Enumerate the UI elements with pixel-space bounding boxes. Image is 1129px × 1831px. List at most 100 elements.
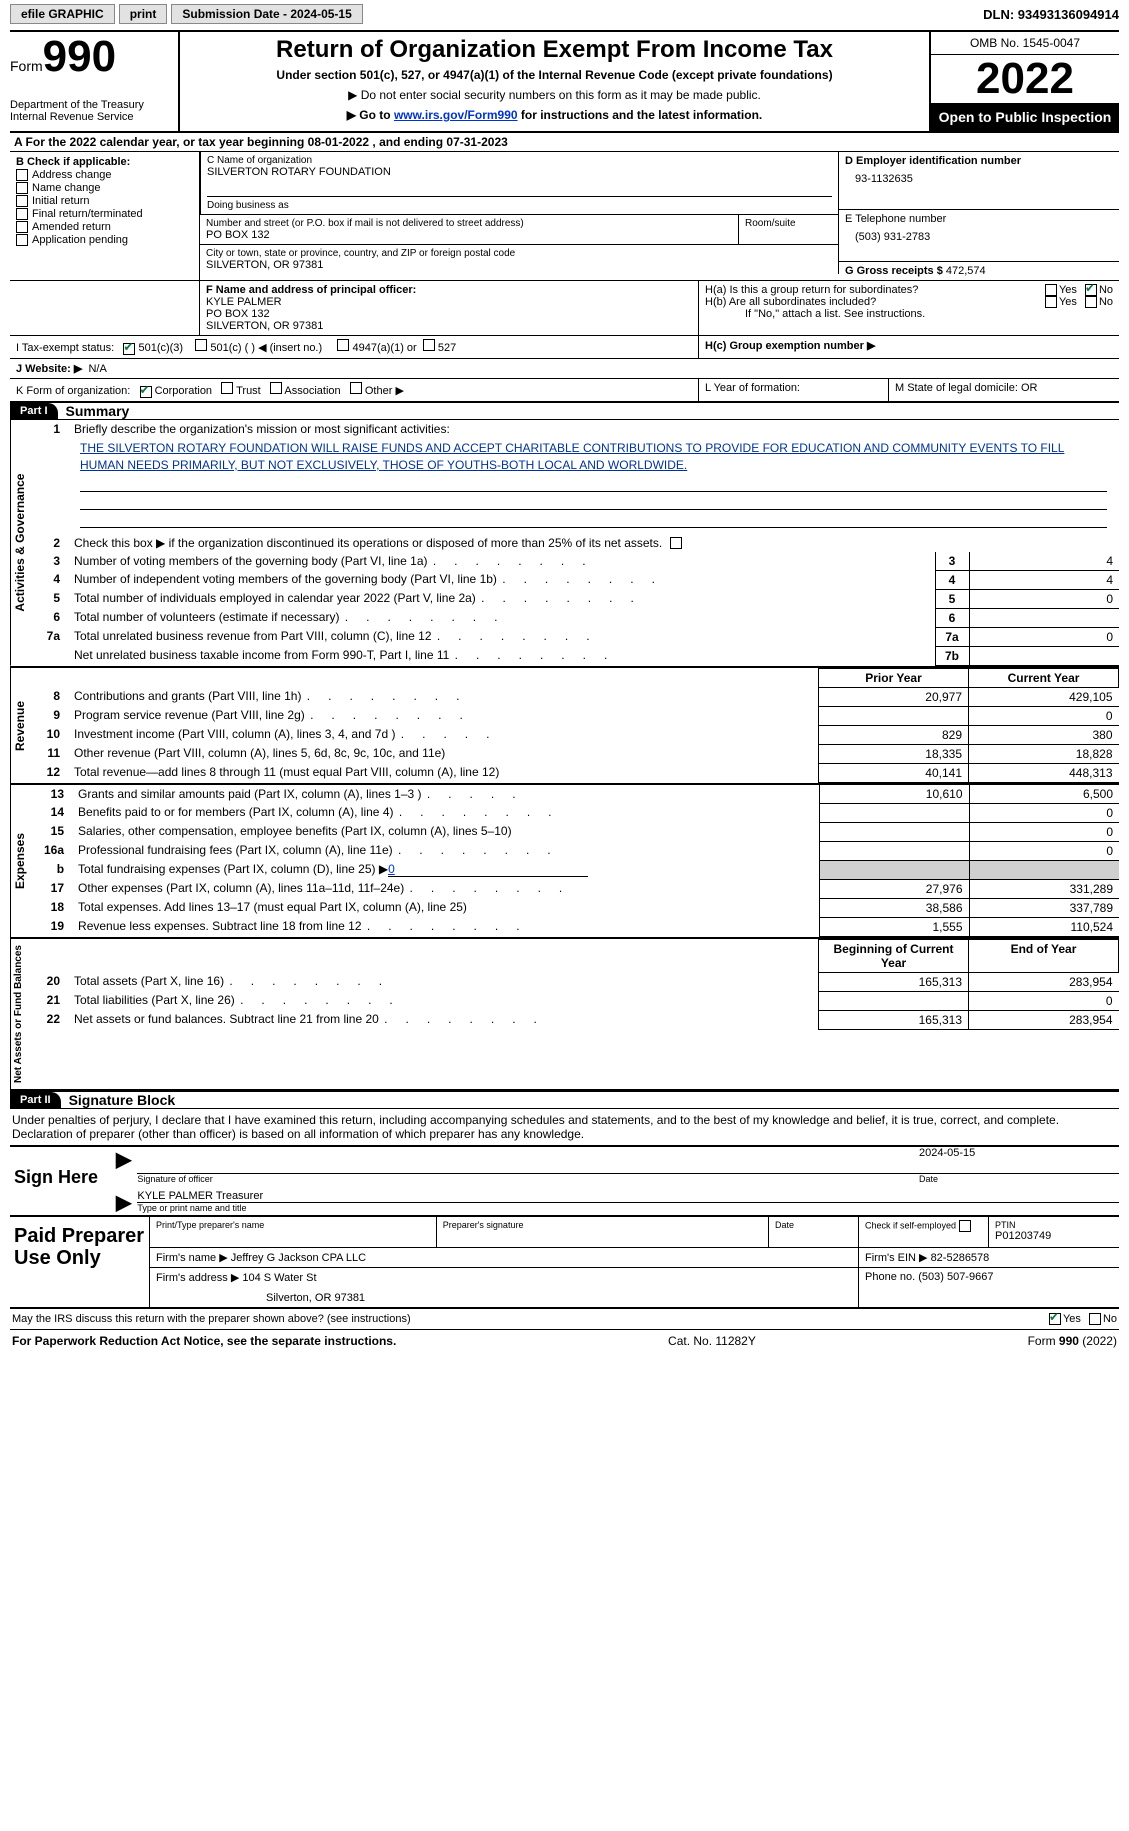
- ha-no[interactable]: [1085, 284, 1097, 296]
- b-label: B Check if applicable:: [16, 156, 193, 168]
- opt-address-change: Address change: [32, 169, 112, 181]
- c21: 0: [969, 991, 1119, 1010]
- perjury-decl: Under penalties of perjury, I declare th…: [10, 1109, 1119, 1145]
- ein: 93-1132635: [845, 173, 1113, 185]
- i-label: I Tax-exempt status:: [16, 342, 114, 354]
- chk-4947[interactable]: [337, 339, 349, 351]
- m-label: M State of legal domicile: OR: [889, 379, 1119, 401]
- firm-lbl: Firm's name ▶: [156, 1252, 228, 1264]
- street: PO BOX 132: [206, 229, 732, 241]
- c16a: 0: [969, 841, 1119, 860]
- chk-other[interactable]: [350, 382, 362, 394]
- tax-year-end: 07-31-2023: [446, 135, 507, 149]
- l13: Grants and similar amounts paid (Part IX…: [72, 785, 819, 804]
- c22: 283,954: [969, 1010, 1119, 1029]
- c12: 448,313: [969, 763, 1119, 782]
- c17: 331,289: [969, 879, 1119, 898]
- l20: Total assets (Part X, line 16): [68, 972, 819, 991]
- section-actgov: Activities & Governance: [10, 420, 38, 666]
- irs-link[interactable]: www.irs.gov/Form990: [394, 108, 518, 122]
- officer-name-lbl: Type or print name and title: [137, 1203, 1119, 1213]
- chk-527[interactable]: [423, 339, 435, 351]
- chk-501c3[interactable]: [123, 343, 135, 355]
- discuss-text: May the IRS discuss this return with the…: [12, 1313, 1041, 1325]
- beg-year-hdr: Beginning of Current Year: [819, 939, 969, 972]
- l11: Other revenue (Part VIII, column (A), li…: [68, 744, 819, 763]
- p20: 165,313: [819, 972, 969, 991]
- city-label: City or town, state or province, country…: [206, 248, 832, 259]
- ptin-lbl: PTIN: [995, 1220, 1113, 1230]
- addr-lbl: Firm's address ▶: [156, 1272, 239, 1284]
- p9: [819, 706, 969, 725]
- officer-name: KYLE PALMER: [206, 296, 692, 308]
- cat-no: Cat. No. 11282Y: [668, 1334, 756, 1348]
- goto-post: for instructions and the latest informat…: [518, 108, 763, 122]
- firm-addr2: Silverton, OR 97381: [256, 1292, 852, 1304]
- l4: Number of independent voting members of …: [68, 570, 935, 589]
- l5: Total number of individuals employed in …: [68, 589, 935, 608]
- firm-name: Jeffrey G Jackson CPA LLC: [231, 1252, 366, 1264]
- l6: Total number of volunteers (estimate if …: [68, 608, 935, 627]
- hb-yes[interactable]: [1045, 296, 1057, 308]
- opt-501c3: 501(c)(3): [138, 342, 183, 354]
- c-name-label: C Name of organization: [207, 155, 832, 166]
- chk-application-pending[interactable]: [16, 234, 28, 246]
- sig-date-lbl: Date: [919, 1174, 1119, 1184]
- l22: Net assets or fund balances. Subtract li…: [68, 1010, 819, 1029]
- opt-final-return: Final return/terminated: [32, 208, 143, 220]
- v6: [969, 608, 1119, 627]
- block-b: B Check if applicable: Address change Na…: [10, 152, 200, 280]
- opt-trust: Trust: [236, 385, 261, 397]
- hb-no[interactable]: [1085, 296, 1097, 308]
- ha-label: H(a) Is this a group return for subordin…: [705, 284, 1037, 296]
- chk-name-change[interactable]: [16, 182, 28, 194]
- chk-trust[interactable]: [221, 382, 233, 394]
- chk-corp[interactable]: [140, 386, 152, 398]
- l18: Total expenses. Add lines 13–17 (must eq…: [72, 898, 819, 917]
- ptin-val: P01203749: [995, 1230, 1113, 1242]
- p16a: [819, 841, 969, 860]
- pra-notice: For Paperwork Reduction Act Notice, see …: [12, 1334, 396, 1348]
- v5: 0: [969, 589, 1119, 608]
- sig-date-val: 2024-05-15: [919, 1147, 1119, 1159]
- chk-initial-return[interactable]: [16, 195, 28, 207]
- psig-lbl: Preparer's signature: [443, 1220, 762, 1230]
- c8: 429,105: [969, 687, 1119, 706]
- chk-amended-return[interactable]: [16, 221, 28, 233]
- l3: Number of voting members of the governin…: [68, 552, 935, 571]
- no-label2: No: [1099, 296, 1113, 308]
- c15: 0: [969, 822, 1119, 841]
- discuss-no[interactable]: [1089, 1313, 1101, 1325]
- chk-address-change[interactable]: [16, 169, 28, 181]
- officer-city: SILVERTON, OR 97381: [206, 320, 692, 332]
- chk-assoc[interactable]: [270, 382, 282, 394]
- l14: Benefits paid to or for members (Part IX…: [72, 803, 819, 822]
- arrow-icon2: ▶: [110, 1190, 137, 1215]
- pdate-lbl: Date: [775, 1220, 852, 1230]
- chk-final-return[interactable]: [16, 208, 28, 220]
- form-subtitle: Under section 501(c), 527, or 4947(a)(1)…: [188, 68, 921, 82]
- l7a: Total unrelated business revenue from Pa…: [68, 627, 935, 646]
- j-label: J Website: ▶: [16, 363, 82, 375]
- l17: Other expenses (Part IX, column (A), lin…: [72, 879, 819, 898]
- chk-501c[interactable]: [195, 339, 207, 351]
- org-name: SILVERTON ROTARY FOUNDATION: [207, 166, 832, 178]
- ha-yes[interactable]: [1045, 284, 1057, 296]
- hb-label: H(b) Are all subordinates included?: [705, 296, 1037, 308]
- irs-label: Internal Revenue Service: [10, 111, 172, 123]
- self-emp-lbl: Check if self-employed: [865, 1220, 982, 1232]
- part1-badge: Part I: [10, 403, 58, 419]
- p19: 1,555: [819, 917, 969, 936]
- section-revenue: Revenue: [10, 668, 38, 783]
- dln: DLN: 93493136094914: [983, 7, 1119, 22]
- goto-pre: ▶ Go to: [347, 108, 394, 122]
- print-button[interactable]: print: [119, 4, 168, 24]
- chk-discontinued[interactable]: [670, 537, 682, 549]
- l2-text: Check this box ▶ if the organization dis…: [68, 534, 1119, 552]
- l12: Total revenue—add lines 8 through 11 (mu…: [68, 763, 819, 782]
- part2-title: Signature Block: [69, 1092, 176, 1108]
- section-net: Net Assets or Fund Balances: [10, 939, 38, 1089]
- chk-self-employed[interactable]: [959, 1220, 971, 1232]
- v3: 4: [969, 552, 1119, 571]
- discuss-yes[interactable]: [1049, 1313, 1061, 1325]
